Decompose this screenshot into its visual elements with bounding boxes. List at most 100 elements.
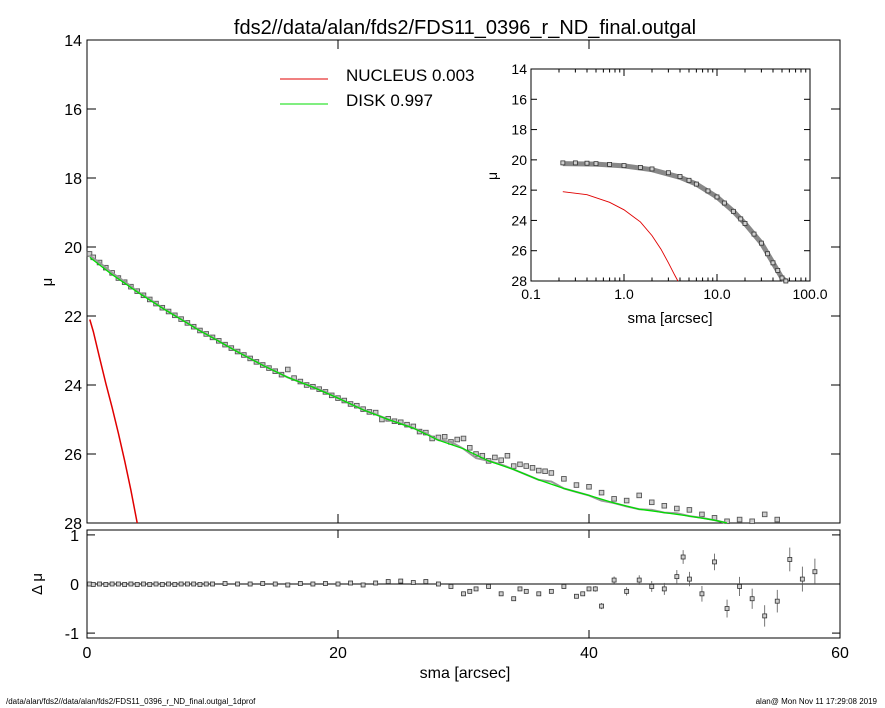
residual-y-tick-label: -1 <box>65 626 79 643</box>
main-y-axis: 14 16 18 20 22 24 26 28 <box>64 33 840 533</box>
legend-label-disk: DISK 0.997 <box>346 91 433 110</box>
residual-point <box>128 581 134 587</box>
residual-point <box>762 613 768 619</box>
residual-point <box>90 582 96 587</box>
main-y-tick-label: 24 <box>64 378 82 395</box>
inset-observed-point <box>584 160 590 166</box>
main-observed-point <box>611 496 617 502</box>
residual-point <box>153 581 159 587</box>
inset-nucleus-line <box>562 191 679 282</box>
main-observed-point <box>674 505 680 512</box>
main-observed-point <box>636 492 642 499</box>
residual-point <box>191 581 197 587</box>
residual-panel: -101 0 20 40 60 Δ μ sma [arcsec] <box>29 528 849 682</box>
main-observed-point <box>749 518 755 525</box>
main-observed-point <box>774 516 781 523</box>
main-observed-point <box>649 499 655 506</box>
residual-point <box>561 584 567 589</box>
inset-x-tick-label: 10.0 <box>703 286 730 302</box>
inset-observed-point <box>738 216 744 222</box>
inset-observed-point <box>721 200 727 206</box>
inset-observed-point <box>693 181 699 187</box>
inset-observed-point <box>751 231 757 237</box>
main-observed-point <box>686 507 693 513</box>
main-x-axis-ticks <box>86 40 841 523</box>
main-observed-point <box>548 470 555 476</box>
residual-point <box>661 586 667 592</box>
residual-point <box>536 591 542 597</box>
residual-point <box>260 581 266 586</box>
residual-point <box>724 606 730 611</box>
inset-observed-point <box>637 165 643 170</box>
main-observed-point <box>623 497 630 504</box>
inset-y-tick-label: 24 <box>511 212 527 228</box>
residual-point <box>486 584 492 589</box>
inset-panel: 14 16 18 20 22 24 26 28 0.1 1.0 10.0 100.0 μ sma [… <box>484 61 828 327</box>
residual-point <box>799 576 805 582</box>
residual-point <box>812 569 818 575</box>
main-y-tick-label: 26 <box>64 447 82 464</box>
residual-point <box>109 581 115 587</box>
residual-point <box>398 578 404 584</box>
inset-observed-point <box>560 160 566 166</box>
inset-observed-point <box>665 170 671 176</box>
main-observed-point <box>536 467 542 474</box>
main-observed-point <box>467 445 473 451</box>
residual-series-group <box>87 547 818 627</box>
main-series-group <box>86 251 781 525</box>
main-y-tick-label: 16 <box>64 102 82 119</box>
residual-point <box>592 586 598 592</box>
residual-y-tick-label: 0 <box>70 577 79 594</box>
residual-point <box>517 586 523 592</box>
residual-point <box>172 582 178 587</box>
residual-point <box>498 591 504 597</box>
main-observed-point <box>454 436 460 443</box>
residual-point <box>649 584 655 589</box>
inset-y-tick-label: 14 <box>511 61 527 77</box>
inset-y-axis: 14 16 18 20 22 24 26 28 <box>511 61 810 289</box>
residual-y-tick-label: 1 <box>70 528 79 545</box>
residual-point <box>115 581 121 587</box>
residual-point <box>122 582 128 587</box>
residual-x-axis-label: sma [arcsec] <box>420 665 511 682</box>
residual-x-tick-label: 0 <box>83 645 92 662</box>
residual-point <box>448 584 454 589</box>
inset-observed-point <box>572 160 578 166</box>
inset-observed-point <box>775 267 781 273</box>
residual-point <box>674 574 680 580</box>
residual-point <box>97 581 102 587</box>
inset-y-axis-label: μ <box>484 172 500 180</box>
inset-observed-point <box>686 177 692 183</box>
inset-observed-point <box>779 275 785 281</box>
residual-point <box>461 591 466 597</box>
inset-observed-point <box>593 161 599 167</box>
residual-point <box>699 591 705 597</box>
main-observed-point <box>661 503 668 509</box>
residual-point <box>774 598 780 604</box>
main-observed-point <box>460 435 467 442</box>
chart-title: fds2//data/alan/fds2/FDS11_0396_r_ND_fin… <box>234 17 696 39</box>
main-observed-point <box>736 516 743 523</box>
inset-x-tick-label: 100.0 <box>792 286 827 302</box>
residual-point <box>159 582 165 587</box>
main-y-tick-label: 18 <box>64 171 82 188</box>
inset-observed-point <box>705 188 711 194</box>
inset-y-tick-label: 22 <box>511 182 527 198</box>
main-y-axis-label: μ <box>39 278 56 287</box>
residual-point <box>297 581 303 586</box>
inset-series-group <box>560 160 789 284</box>
residual-point <box>712 559 717 565</box>
inset-y-tick-label: 26 <box>511 243 527 259</box>
residual-point <box>210 581 215 587</box>
inset-x-axis: 0.1 1.0 10.0 100.0 <box>521 69 828 302</box>
main-plot-frame <box>86 39 841 524</box>
main-observed-point <box>761 511 768 518</box>
residual-point <box>147 582 153 587</box>
residual-y-axis: -1 0 1 <box>65 528 840 643</box>
footer-file-path: /data/alan/fds2//data/alan/fds2/FDS11_03… <box>6 697 256 706</box>
residual-point <box>636 577 642 583</box>
inset-y-tick-label: 18 <box>511 122 527 138</box>
residual-point <box>197 582 203 587</box>
residual-point <box>247 581 253 587</box>
residual-point <box>611 577 617 583</box>
